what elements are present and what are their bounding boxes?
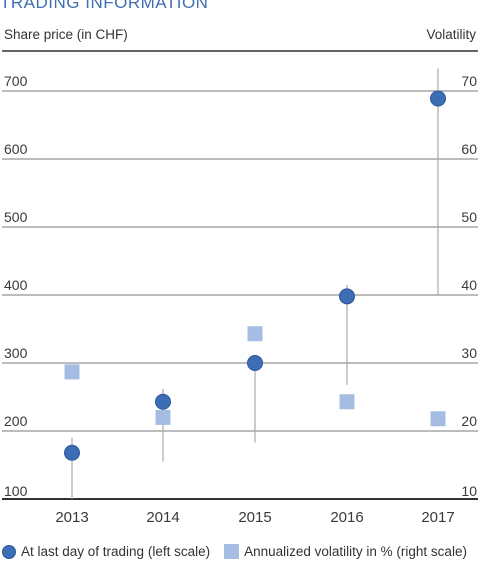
volatility-point: [64, 364, 80, 380]
y-tick-label-right: 60: [461, 141, 477, 157]
chart-plot: 100 10 200 20 300 30 400 40 500 50 600 60 700 70 2013 2…: [2, 50, 478, 526]
volatility-point: [430, 411, 446, 427]
x-tick-label: 2014: [146, 509, 179, 526]
x-tick-label: 2016: [330, 509, 363, 526]
y-tick-label-left: 700: [4, 73, 28, 89]
share-price-point: [339, 288, 355, 305]
chart-legend: At last day of trading (left scale) Annu…: [2, 544, 467, 559]
legend-circle-marker: [2, 544, 16, 559]
y-tick-label-right: 70: [461, 73, 477, 89]
left-axis-label: Share price (in CHF): [4, 27, 128, 42]
legend-label-share-price: At last day of trading (left scale): [21, 544, 211, 559]
y-tick-label-left: 400: [4, 277, 28, 293]
share-price-point: [247, 355, 263, 371]
y-tick-label-right: 30: [461, 345, 477, 361]
volatility-point: [339, 394, 355, 410]
y-tick-label-left: 100: [4, 483, 28, 499]
y-tick-label-left: 200: [4, 413, 28, 429]
y-tick-label-right: 40: [461, 277, 477, 293]
x-tick-label: 2015: [238, 509, 271, 526]
y-tick-label-left: 600: [4, 141, 28, 157]
y-tick-label-left: 300: [4, 345, 28, 361]
y-tick-label-right: 10: [461, 483, 477, 499]
share-price-point: [64, 444, 80, 461]
volatility-point: [155, 409, 171, 425]
y-tick-label-left: 500: [4, 209, 28, 225]
x-tick-label: 2013: [55, 509, 88, 526]
right-axis-label: Volatility: [426, 27, 476, 42]
y-tick-label-right: 20: [461, 413, 477, 429]
legend-label-volatility: Annualized volatility in % (right scale): [244, 544, 467, 559]
y-tick-label-right: 50: [461, 209, 477, 225]
volatility-point: [247, 326, 263, 342]
share-price-point: [430, 90, 446, 107]
legend-square-marker: [224, 544, 240, 559]
chart-title: TRADING INFORMATION: [0, 0, 209, 12]
x-tick-label: 2017: [421, 509, 454, 526]
share-price-point: [155, 393, 171, 410]
